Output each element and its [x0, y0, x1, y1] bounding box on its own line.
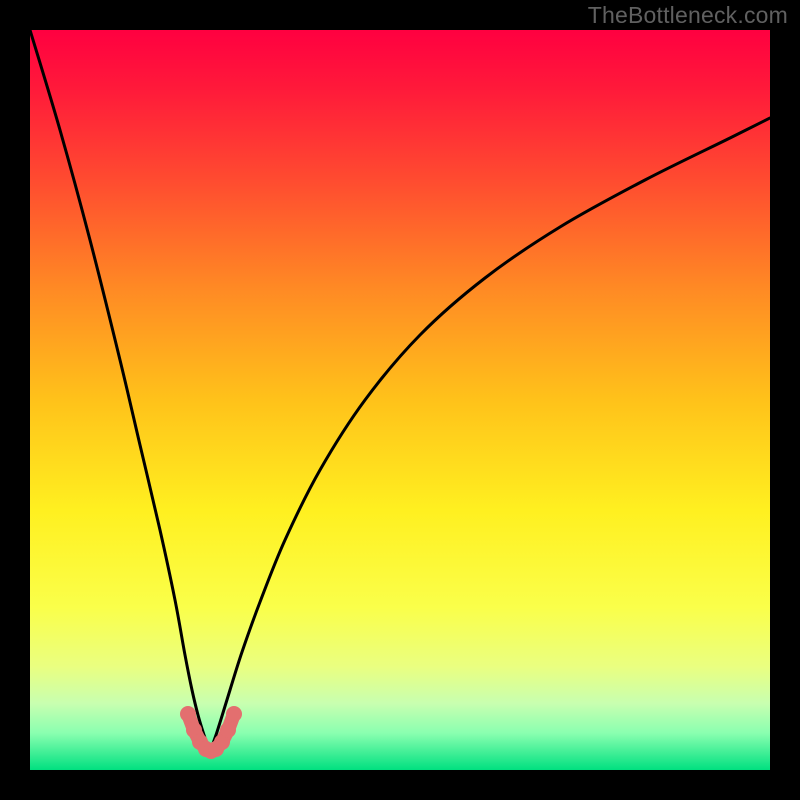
trough-dot [220, 722, 236, 738]
bottleneck-chart [30, 30, 770, 770]
trough-dot [226, 706, 242, 722]
chart-svg [30, 30, 770, 770]
stage: TheBottleneck.com [0, 0, 800, 800]
trough-dot [180, 706, 196, 722]
watermark-text: TheBottleneck.com [588, 2, 788, 29]
chart-background [30, 30, 770, 770]
